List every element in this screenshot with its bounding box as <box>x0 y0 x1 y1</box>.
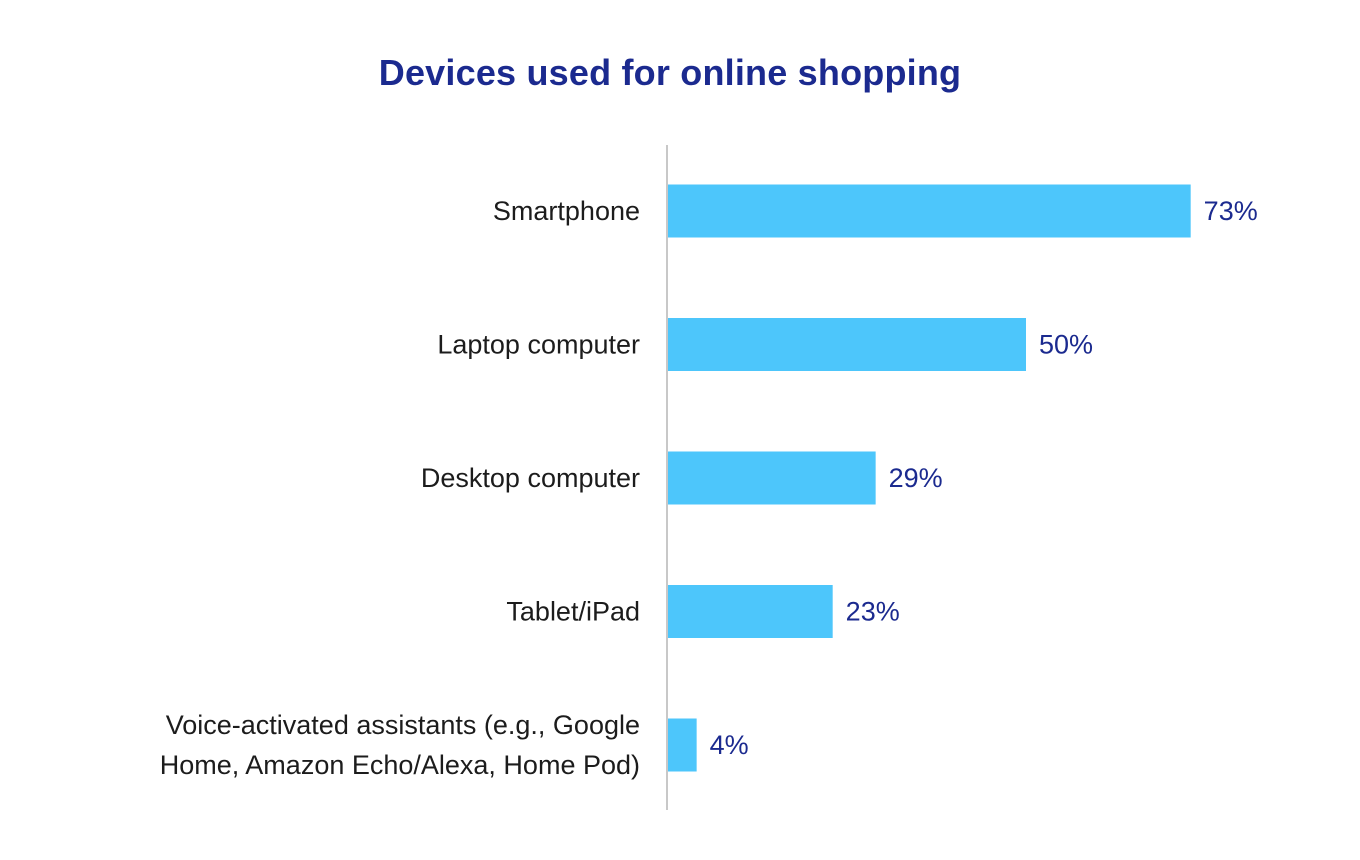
category-label: Smartphone <box>493 196 640 226</box>
bar <box>668 718 697 772</box>
category-label: Voice-activated assistants (e.g., Google <box>166 710 640 740</box>
data-label: 73% <box>1204 196 1258 226</box>
category-label: Laptop computer <box>437 330 640 360</box>
category-label: Desktop computer <box>421 463 640 493</box>
chart-title: Devices used for online shopping <box>378 52 962 93</box>
bar <box>668 451 876 505</box>
bars-layer: 73% Smartphone 50% Laptop computer 29% Deskto… <box>160 184 1258 780</box>
category-label: Tablet/iPad <box>506 597 640 627</box>
data-label: 4% <box>710 730 749 760</box>
bar <box>668 585 833 638</box>
category-label: Home, Amazon Echo/Alexa, Home Pod) <box>160 750 640 780</box>
data-label: 23% <box>846 597 900 627</box>
bar <box>668 184 1191 238</box>
data-label: 29% <box>889 463 943 493</box>
bar <box>668 318 1026 371</box>
data-label: 50% <box>1039 330 1093 360</box>
